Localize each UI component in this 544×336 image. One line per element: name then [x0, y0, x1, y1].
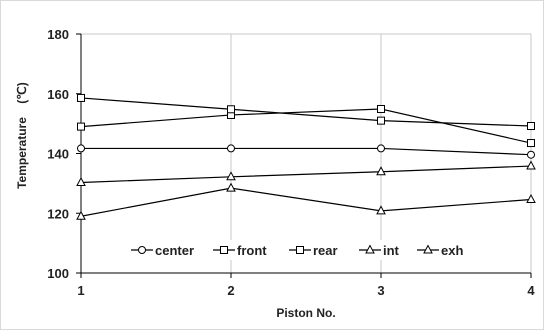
x-tick-label-4: 4 — [527, 283, 535, 298]
legend-marker-front — [220, 246, 228, 254]
legend-bg-center — [128, 240, 206, 260]
series-line-int — [80, 165, 532, 184]
y-axis-unit: (℃) — [15, 82, 29, 103]
axis-layer — [76, 33, 532, 278]
series-center — [77, 144, 535, 159]
point-exh-2 — [226, 182, 236, 192]
legend-bg-int — [356, 240, 410, 260]
series-front — [77, 104, 535, 148]
y-tick-label-120: 120 — [47, 206, 69, 221]
point-center-1 — [77, 144, 85, 153]
legend-marker-exh — [423, 244, 433, 254]
point-exh-3 — [376, 205, 386, 215]
y-axis-title: Temperature (℃) — [15, 82, 29, 189]
legend-label-exh: exh — [441, 243, 463, 258]
y-tick-label-180: 180 — [47, 27, 69, 42]
legend-label-rear: rear — [313, 243, 338, 258]
legend-marker-center — [138, 246, 146, 254]
series-line-center — [81, 147, 532, 156]
point-center-3 — [377, 144, 385, 153]
point-rear-3 — [377, 116, 385, 125]
series-exh — [76, 182, 536, 220]
legend-item-front: front — [210, 240, 282, 260]
legend-item-center: center — [128, 240, 206, 260]
point-rear-1 — [77, 93, 85, 102]
tick-labels: 100 120 140 160 180 1 2 3 4 — [47, 27, 535, 298]
legend-bg-rear — [286, 240, 352, 260]
legend-label-int: int — [383, 243, 400, 258]
legend-marker-int — [365, 244, 375, 254]
point-front-3 — [377, 104, 385, 113]
legend-label-center: center — [155, 243, 194, 258]
y-tick-label-100: 100 — [47, 266, 69, 281]
y-tick-label-140: 140 — [47, 147, 69, 162]
series-int — [76, 160, 536, 186]
series-layer — [76, 93, 536, 220]
grid-layer — [81, 33, 532, 273]
y-axis-title-text: Temperature — [15, 117, 29, 189]
y-tick-label-160: 160 — [47, 87, 69, 102]
legend-bg-front — [210, 240, 282, 260]
legend-marker-rear — [296, 246, 304, 254]
series-line-exh — [80, 187, 532, 217]
point-int-3 — [376, 166, 386, 176]
point-int-4 — [526, 160, 536, 170]
legend-item-exh: exh — [414, 240, 470, 260]
x-axis-title: Piston No. — [276, 306, 335, 320]
point-int-1 — [76, 176, 86, 186]
series-line-front — [80, 108, 532, 144]
point-center-2 — [227, 144, 235, 153]
point-front-4 — [527, 139, 535, 148]
point-rear-2 — [227, 105, 235, 114]
point-exh-1 — [76, 210, 86, 220]
legend-item-int: int — [356, 240, 410, 260]
point-rear-4 — [527, 122, 535, 131]
point-int-2 — [226, 171, 236, 181]
series-line-rear — [80, 97, 532, 127]
legend-label-front: front — [237, 243, 267, 258]
legend-item-rear: rear — [286, 240, 352, 260]
x-tick-label-2: 2 — [227, 283, 234, 298]
point-center-4 — [527, 150, 535, 159]
series-rear — [77, 93, 535, 131]
x-tick-label-1: 1 — [77, 283, 84, 298]
x-tick-label-3: 3 — [377, 283, 384, 298]
point-front-1 — [77, 122, 85, 131]
point-exh-4 — [526, 193, 536, 204]
legend: center front rear int exh — [128, 240, 470, 260]
